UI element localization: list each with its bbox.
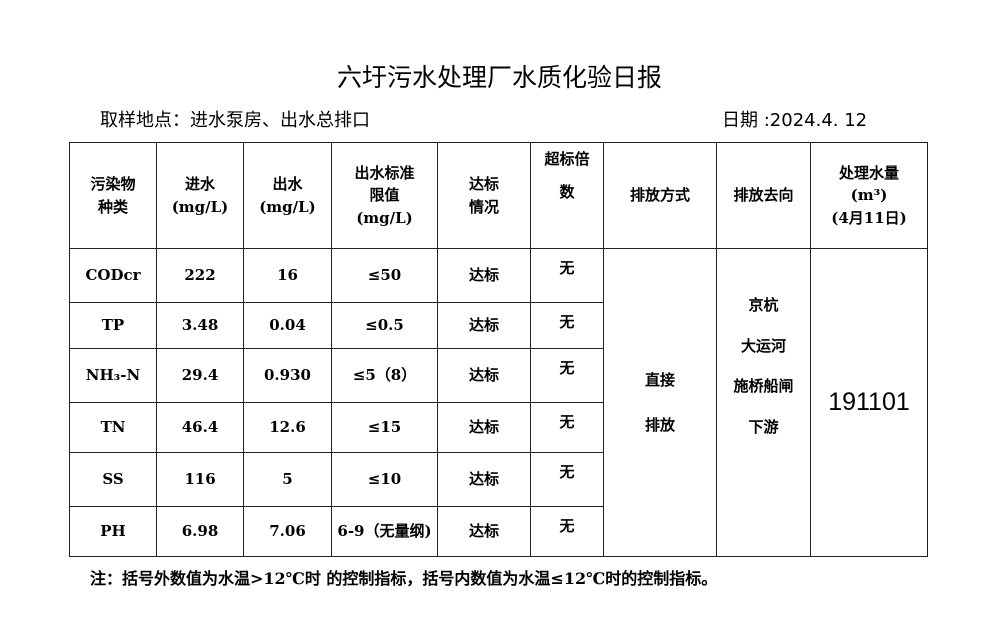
header-volume: 处理水量 (m³) (4月11日) — [810, 142, 928, 249]
cell-limit: ≤15 — [331, 402, 438, 453]
cell-out: 12.6 — [243, 402, 332, 453]
cell-status: 达标 — [437, 402, 531, 453]
cell-status: 达标 — [437, 348, 531, 403]
table-row: PH 6.98 7.06 6-9（无量纲) 达标无 — [69, 506, 928, 557]
cell-limit: ≤50 — [331, 248, 438, 303]
cell-status: 达标 — [437, 302, 531, 349]
header-outflow: 出水 (mg/L) — [243, 142, 332, 249]
header-dest: 排放去向 — [716, 142, 811, 249]
cell-limit: 6-9（无量纲) — [331, 506, 438, 557]
cell-out: 16 — [243, 248, 332, 303]
cell-name: TN — [69, 402, 157, 453]
cell-limit: ≤5（8） — [331, 348, 438, 403]
footnote: 注：括号外数值为水温>12℃时 的控制指标，括号内数值为水温≤12℃时的控制指标… — [90, 569, 718, 588]
cell-name: CODcr — [69, 248, 157, 303]
discharge-destination: 京杭 大运河 施桥船闸 下游 — [716, 248, 811, 557]
cell-in: 46.4 — [156, 402, 244, 453]
cell-exceed: 无 — [530, 506, 604, 557]
cell-in: 3.48 — [156, 302, 244, 349]
cell-limit: ≤10 — [331, 452, 438, 507]
table-row: CODcr 222 16 ≤50 达标无直接 排放 京杭 大运河 施桥船闸 下游 191101 — [69, 248, 928, 557]
cell-exceed: 无 — [530, 402, 604, 453]
cell-exceed: 无 — [530, 302, 604, 349]
cell-status: 达标 — [437, 248, 531, 303]
cell-out: 0.930 — [243, 348, 332, 403]
header-row: 污染物 种类 进水 (mg/L) 出水 (mg/L) 出水标准 限值 (mg/L) 达标情… — [69, 142, 928, 249]
cell-exceed: 无 — [530, 452, 604, 507]
table-row: NH₃-N 29.4 0.930 ≤5（8） 达标无 — [69, 348, 928, 403]
cell-name: NH₃-N — [69, 348, 157, 403]
cell-limit: ≤0.5 — [331, 302, 438, 349]
cell-in: 116 — [156, 452, 244, 507]
report-title: 六圩污水处理厂水质化验日报 — [336, 63, 662, 92]
header-exceed: 超标倍数 — [530, 142, 604, 249]
discharge-mode: 直接 排放 — [603, 248, 717, 557]
cell-exceed: 无 — [530, 348, 604, 403]
cell-name: TP — [69, 302, 157, 349]
table-row: TN 46.4 12.6 ≤15 达标无 — [69, 402, 928, 453]
cell-name: SS — [69, 452, 157, 507]
header-pollutant: 污染物 种类 — [69, 142, 157, 249]
water-quality-table: 污染物 种类 进水 (mg/L) 出水 (mg/L) 出水标准 限值 (mg/L) 达标情… — [69, 142, 928, 557]
cell-in: 29.4 — [156, 348, 244, 403]
cell-exceed: 无 — [530, 248, 604, 303]
table-row: TP 3.48 0.04 ≤0.5 达标无 — [69, 302, 928, 349]
header-inflow: 进水 (mg/L) — [156, 142, 244, 249]
cell-in: 222 — [156, 248, 244, 303]
cell-status: 达标 — [437, 506, 531, 557]
cell-name: PH — [69, 506, 157, 557]
cell-out: 7.06 — [243, 506, 332, 557]
header-mode: 排放方式 — [603, 142, 717, 249]
cell-out: 5 — [243, 452, 332, 507]
table-row: SS 116 5 ≤10 达标无 — [69, 452, 928, 507]
sampling-location: 取样地点：进水泵房、出水总排口 — [100, 110, 370, 131]
header-status: 达标 情况 — [437, 142, 531, 249]
cell-in: 6.98 — [156, 506, 244, 557]
header-limit: 出水标准 限值 (mg/L) — [331, 142, 438, 249]
cell-out: 0.04 — [243, 302, 332, 349]
cell-status: 达标 — [437, 452, 531, 507]
treated-volume: 191101 — [810, 248, 928, 557]
report-date: 日期 :2024.4. 12 — [722, 110, 868, 131]
